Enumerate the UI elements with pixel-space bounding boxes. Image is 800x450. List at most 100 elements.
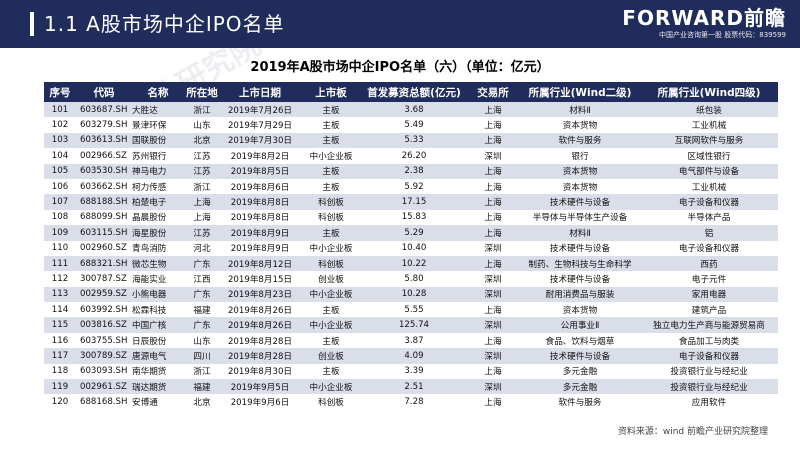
cell-col-location: 山东 — [184, 332, 220, 349]
cell-col-industry-l2: 软件与服务 — [520, 132, 640, 149]
cell-col-exchange: 深圳 — [466, 317, 520, 333]
cell-col-exchange: 深圳 — [466, 240, 520, 256]
cell-col-raised-amount: 5.92 — [362, 178, 466, 195]
cell-col-code: 300787.SZ — [76, 271, 132, 287]
cell-col-raised-amount: 4.09 — [362, 348, 466, 364]
cell-col-location: 江苏 — [184, 148, 220, 164]
table-row: 112 300787.SZ 海能实业 江西 2019年8月15日 创业板 5.80 深圳 技术硬… — [44, 271, 778, 287]
cell-col-name: 微芯生物 — [132, 255, 184, 272]
header-col-no: 序号 — [44, 82, 76, 102]
cell-col-raised-amount: 5.29 — [362, 225, 466, 241]
cell-col-location: 北京 — [184, 132, 220, 149]
cell-col-industry-l2: 技术硬件与设备 — [520, 240, 640, 256]
cell-col-industry-l4: 工业机械 — [640, 117, 778, 133]
cell-col-code: 002960.SZ — [76, 240, 132, 256]
cell-col-location: 上海 — [184, 209, 220, 226]
table-row: 114 603992.SH 松霖科技 福建 2019年8月26日 主板 5.55 上海 资本货物… — [44, 302, 778, 318]
cell-col-name: 松霖科技 — [132, 302, 184, 318]
cell-col-list-date: 2019年7月26日 — [220, 102, 300, 118]
table-title: 2019年A股市场中企IPO名单（六）（单位：亿元） — [250, 60, 550, 75]
cell-col-industry-l4: 建筑产品 — [640, 302, 778, 318]
cell-col-industry-l4: 食品加工与肉类 — [640, 332, 778, 349]
table-row: 115 003816.SZ 中国广核 广东 2019年8月26日 中小企业板 125.74 深… — [44, 317, 778, 333]
cell-col-no: 115 — [44, 317, 76, 333]
cell-col-raised-amount: 15.83 — [362, 209, 466, 226]
cell-col-code: 688168.SH — [76, 394, 132, 410]
cell-col-location: 江苏 — [184, 163, 220, 179]
table-row: 108 688099.SH 晶晨股份 上海 2019年8月8日 科创板 15.83 上海 半导体… — [44, 209, 778, 226]
cell-col-raised-amount: 7.28 — [362, 394, 466, 410]
cell-col-location: 广东 — [184, 255, 220, 272]
cell-col-industry-l4: 纸包装 — [640, 102, 778, 118]
brand-logo: FORWARD前瞻 中国产业咨询第一股 股票代码：839599 — [622, 6, 786, 40]
cell-col-name: 唐源电气 — [132, 348, 184, 364]
header-col-location: 所在地 — [184, 82, 220, 102]
cell-col-exchange: 上海 — [466, 302, 520, 318]
cell-col-industry-l4: 西药 — [640, 255, 778, 272]
cell-col-location: 浙江 — [184, 363, 220, 380]
cell-col-industry-l2: 资本货物 — [520, 117, 640, 133]
cell-col-no: 110 — [44, 240, 76, 256]
cell-col-industry-l4: 电子元件 — [640, 271, 778, 287]
cell-col-list-date: 2019年7月29日 — [220, 117, 300, 133]
cell-col-exchange: 深圳 — [466, 271, 520, 287]
cell-col-list-date: 2019年7月30日 — [220, 132, 300, 149]
cell-col-industry-l2: 银行 — [520, 148, 640, 164]
source-note: 资料来源：wind 前瞻产业研究院整理 — [617, 427, 768, 437]
cell-col-industry-l2: 资本货物 — [520, 302, 640, 318]
cell-col-name: 大胜达 — [132, 102, 184, 118]
cell-col-code: 603613.SH — [76, 132, 132, 149]
cell-col-board: 科创板 — [300, 394, 362, 410]
ipo-table: 序号 代码 名称 所在地 上市日期 上市板 首发募资总额(亿元) 交易所 所属行业(Wind二级… — [44, 82, 778, 410]
header-col-industry-l4: 所属行业(Wind四级) — [640, 82, 778, 102]
cell-col-board: 中小企业板 — [300, 379, 362, 395]
cell-col-no: 102 — [44, 117, 76, 133]
cell-col-raised-amount: 26.20 — [362, 148, 466, 164]
cell-col-exchange: 上海 — [466, 225, 520, 241]
table-row: 111 688321.SH 微芯生物 广东 2019年8月12日 科创板 10.22 上海 制药… — [44, 255, 778, 272]
cell-col-industry-l4: 投资银行业与经纪业 — [640, 363, 778, 380]
cell-col-location: 江苏 — [184, 225, 220, 241]
cell-col-raised-amount: 10.28 — [362, 286, 466, 303]
header-col-exchange: 交易所 — [466, 82, 520, 102]
cell-col-exchange: 上海 — [466, 394, 520, 410]
cell-col-board: 科创板 — [300, 209, 362, 226]
cell-col-no: 111 — [44, 255, 76, 272]
table-row: 107 688188.SH 柏楚电子 上海 2019年8月8日 科创板 17.15 上海 技术硬… — [44, 194, 778, 210]
table-row: 105 603530.SH 神马电力 江苏 2019年8月5日 主板 2.38 上海 资本货物电… — [44, 163, 778, 179]
cell-col-industry-l2: 技术硬件与设备 — [520, 194, 640, 210]
cell-col-industry-l4: 铝 — [640, 225, 778, 241]
cell-col-no: 117 — [44, 348, 76, 364]
cell-col-industry-l2: 多元金融 — [520, 379, 640, 395]
table-row: 118 603093.SH 南华期货 浙江 2019年8月30日 主板 3.39 上海 多元金融… — [44, 363, 778, 380]
cell-col-board: 中小企业板 — [300, 286, 362, 303]
cell-col-industry-l4: 投资银行业与经纪业 — [640, 379, 778, 395]
cell-col-raised-amount: 2.38 — [362, 163, 466, 179]
cell-col-name: 瑞达期货 — [132, 379, 184, 395]
table-row: 102 603279.SH 景津环保 山东 2019年7月29日 主板 5.49 上海 资本货物… — [44, 117, 778, 133]
cell-col-industry-l2: 软件与服务 — [520, 394, 640, 410]
cell-col-location: 福建 — [184, 379, 220, 395]
cell-col-no: 113 — [44, 286, 76, 303]
cell-col-exchange: 深圳 — [466, 348, 520, 364]
cell-col-raised-amount: 17.15 — [362, 194, 466, 210]
cell-col-name: 景津环保 — [132, 117, 184, 133]
header-col-raised-amount: 首发募资总额(亿元) — [362, 82, 466, 102]
cell-col-no: 120 — [44, 394, 76, 410]
table-row: 116 603755.SH 日辰股份 山东 2019年8月28日 主板 3.87 上海 食品、饮… — [44, 332, 778, 349]
cell-col-list-date: 2019年8月6日 — [220, 178, 300, 195]
cell-col-name: 晶晨股份 — [132, 209, 184, 226]
cell-col-code: 603279.SH — [76, 117, 132, 133]
cell-col-list-date: 2019年8月26日 — [220, 302, 300, 318]
cell-col-code: 603530.SH — [76, 163, 132, 179]
cell-col-industry-l2: 食品、饮料与烟草 — [520, 332, 640, 349]
cell-col-code: 603755.SH — [76, 332, 132, 349]
cell-col-location: 福建 — [184, 302, 220, 318]
cell-col-list-date: 2019年8月15日 — [220, 271, 300, 287]
logo-subtext: 中国产业咨询第一股 股票代码：839599 — [659, 31, 786, 39]
cell-col-board: 中小企业板 — [300, 148, 362, 164]
cell-col-code: 002959.SZ — [76, 286, 132, 303]
cell-col-industry-l4: 电气部件与设备 — [640, 163, 778, 179]
cell-col-list-date: 2019年8月12日 — [220, 255, 300, 272]
table-row: 110 002960.SZ 青鸟消防 河北 2019年8月9日 中小企业板 10.40 深圳技… — [44, 240, 778, 256]
